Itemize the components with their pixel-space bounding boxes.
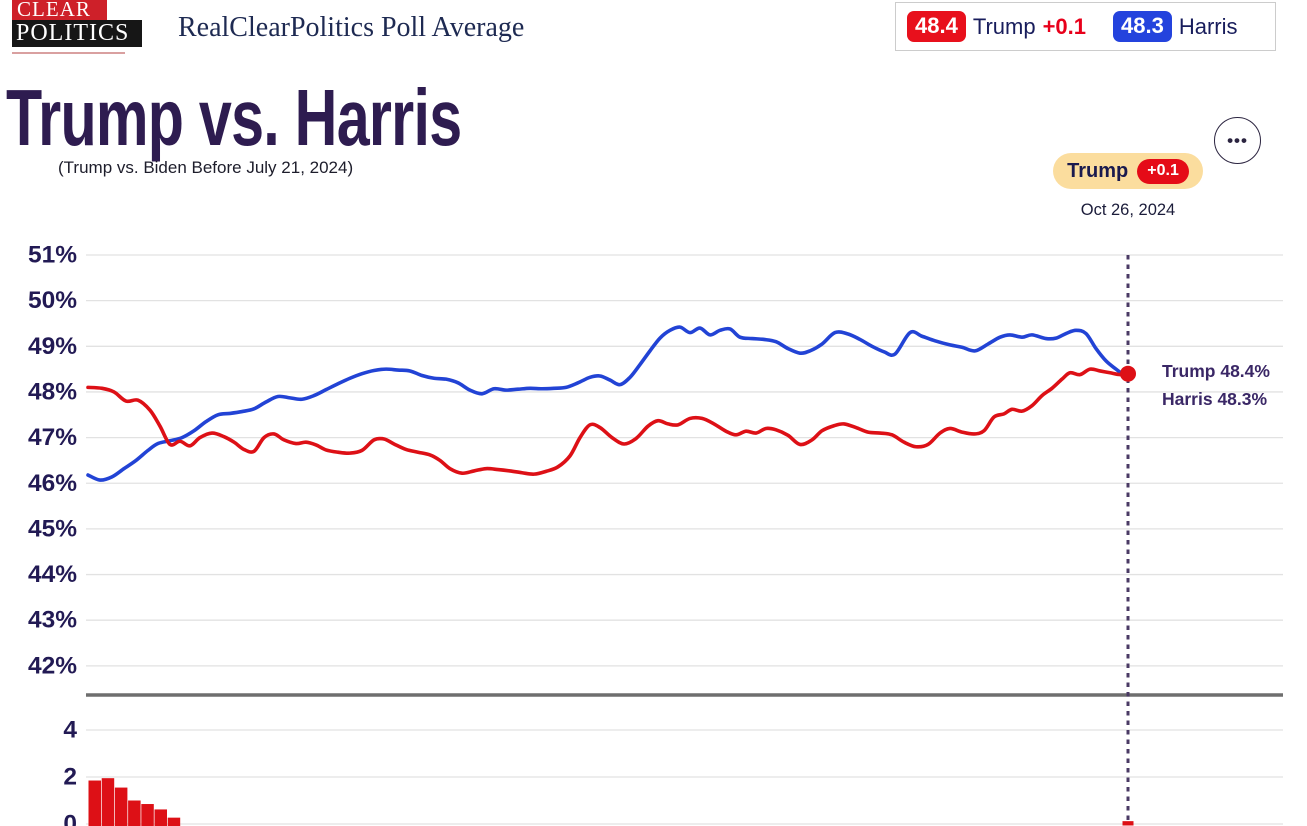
harris-value-badge: 48.3 [1113,11,1172,42]
harris-end-label: Harris 48.3% [1162,389,1268,409]
y-axis-label: 50% [28,287,77,314]
spread-bar [128,800,141,826]
page-title: Trump vs. Harris [6,73,462,162]
leader-name: Trump [1067,159,1129,182]
ellipsis-icon: ••• [1227,131,1248,150]
current-spread-bar [1122,821,1134,826]
y-axis-label: 42% [28,652,77,679]
spread-bar [101,778,115,826]
y-axis-label: 47% [28,424,77,451]
y-axis-label: 43% [28,607,77,634]
trump-change-value: +0.1 [1042,13,1087,39]
header-title: RealClearPolitics Poll Average [178,12,525,43]
y-axis-label: 45% [28,515,77,542]
logo-clear-text: CLEAR [12,0,107,20]
harris-line [86,325,1130,482]
y-axis-label: 49% [28,333,77,360]
trump-value-badge: 48.4 [907,11,966,42]
current-marker-dot [1120,365,1136,382]
page-subtitle: (Trump vs. Biden Before July 21, 2024) [58,158,354,177]
y-axis-label: 51% [28,242,77,269]
trump-end-label: Trump 48.4% [1162,361,1270,381]
y-axis-label: 48% [28,378,77,405]
y-axis-label: 46% [28,470,77,497]
spread-bar [141,804,154,826]
logo-underline [12,52,125,54]
spread-bar [154,809,167,826]
leader-badge: Trump +0.1 [1053,153,1203,189]
more-options-button[interactable]: ••• [1214,117,1261,164]
poll-trend-chart[interactable]: 51% 50% 49% 48% 47% 46% 45% 44% 43% 42% 4 2 0 [0,230,1307,826]
spread-bar [167,817,181,826]
trump-legend-label: Trump [972,13,1036,39]
poll-legend: 48.4 Trump +0.1 48.3 Harris [895,2,1276,51]
spread-bar [114,787,128,826]
hover-date-label: Oct 26, 2024 [1080,201,1176,219]
harris-legend-label: Harris [1178,13,1238,39]
spread-bar [88,780,101,826]
y-axis-label: 44% [28,561,77,588]
logo-politics-text: POLITICS [12,20,142,47]
spread-axis-label: 4 [63,717,77,744]
spread-axis-label: 0 [63,811,77,826]
rcp-logo[interactable]: CLEAR POLITICS [12,0,142,54]
spread-axis-label: 2 [63,764,77,791]
leader-change-badge: +0.1 [1137,158,1189,184]
trump-line [86,367,1130,476]
